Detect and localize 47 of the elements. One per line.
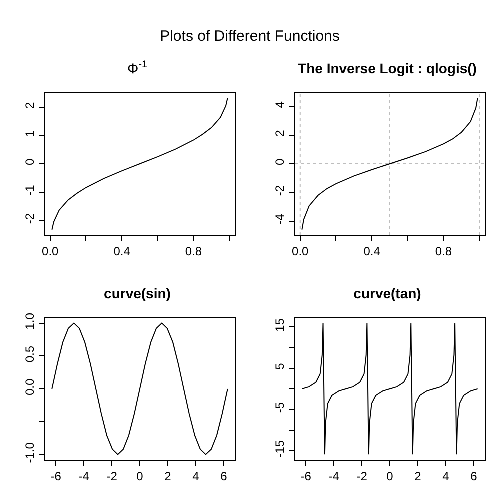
- x-tick-label: 0.4: [364, 244, 381, 258]
- y-tick-label: -5: [273, 402, 288, 414]
- y-tick-label: -1.0: [23, 442, 38, 464]
- x-tick-label: 0: [386, 469, 394, 484]
- x-tick-label: 2: [414, 469, 422, 484]
- x-tick-label: 0.4: [114, 244, 131, 258]
- y-tick-label: 15: [273, 318, 288, 332]
- line-series: [302, 98, 478, 230]
- y-tick-label: 0: [23, 158, 38, 166]
- y-tick-label: -15: [273, 440, 288, 458]
- y-tick-label: 1: [23, 130, 38, 138]
- x-tick-label: 0: [136, 469, 144, 484]
- y-tick-label: 2: [23, 102, 38, 109]
- y-tick-label: -4: [273, 214, 288, 225]
- x-tick-label: 0.8: [185, 244, 202, 258]
- y-tick-label: 0: [273, 158, 288, 166]
- chart-title: The Inverse Logit : qlogis(): [298, 60, 477, 77]
- chart-title: Φ$^{-1}$: [128, 60, 148, 77]
- x-tick-label: -2: [106, 469, 118, 484]
- line-series: [302, 322, 478, 456]
- chart-title: curve(tan): [354, 286, 422, 302]
- x-tick-label: 4: [192, 469, 200, 484]
- y-tick-label: -1: [23, 184, 38, 196]
- x-tick-label: 0.0: [42, 244, 60, 258]
- x-tick-label: -2: [356, 469, 368, 484]
- y-tick-label: 0.5: [23, 346, 38, 363]
- y-tick-label: 5: [273, 362, 288, 370]
- y-tick-label: 1.0: [23, 312, 38, 330]
- x-tick-label: 0.0: [292, 244, 310, 258]
- chart-title: curve(sin): [104, 286, 171, 302]
- x-tick-label: 6: [220, 469, 228, 484]
- y-tick-label: 0.0: [23, 378, 38, 396]
- x-tick-label: -6: [50, 469, 62, 484]
- x-tick-label: 0.8: [435, 244, 452, 258]
- x-tick-label: 2: [164, 469, 172, 484]
- text: Plots of Different Functions: [159, 28, 341, 45]
- y-tick-label: -2: [273, 185, 288, 196]
- x-tick-label: 4: [442, 469, 450, 484]
- y-tick-label: 2: [273, 130, 288, 137]
- line-series: [52, 322, 228, 456]
- x-tick-label: -6: [300, 469, 312, 484]
- x-tick-label: -4: [78, 469, 90, 484]
- line-series: [52, 98, 228, 230]
- x-tick-label: -4: [328, 469, 340, 484]
- y-tick-label: 4: [273, 101, 288, 108]
- y-tick-label: -2: [23, 213, 38, 224]
- x-tick-label: 6: [470, 469, 478, 484]
